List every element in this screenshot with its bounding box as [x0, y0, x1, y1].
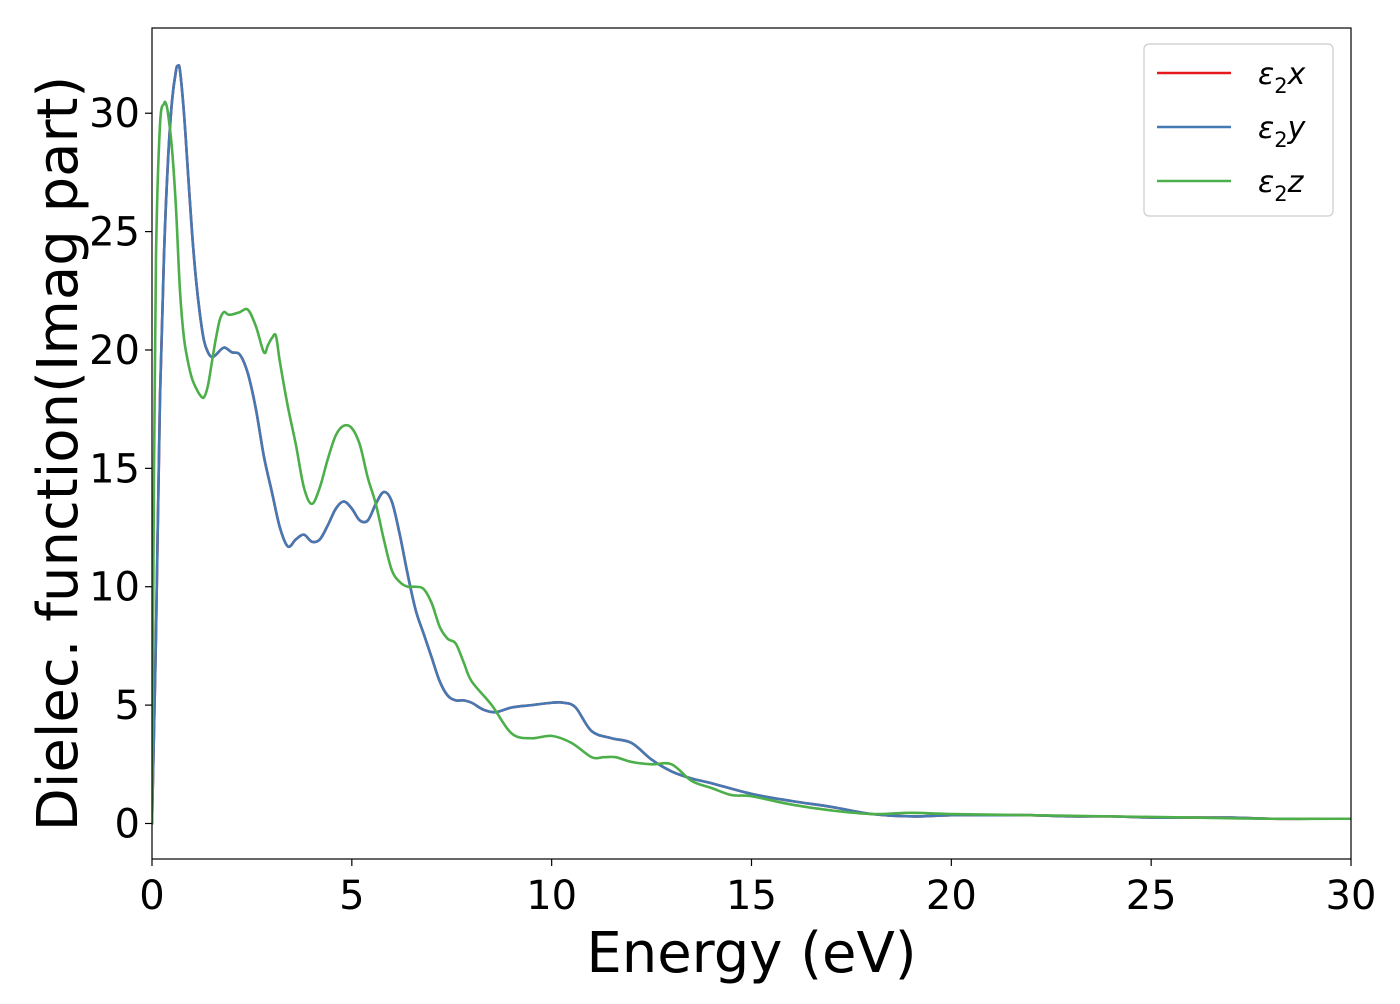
- legend: ε2x ε2y ε2z: [1143, 43, 1334, 217]
- y-axis-label: Dielec. function(Imag part): [26, 76, 91, 832]
- x-tick-label: 10: [526, 873, 577, 919]
- y-tick-label: 10: [89, 565, 140, 611]
- series-layer: [152, 63, 1351, 825]
- legend-label-y: ε2y: [1258, 111, 1307, 152]
- y-tick-label: 15: [89, 446, 140, 492]
- legend-label-z: ε2z: [1258, 165, 1305, 206]
- legend-box: [1143, 43, 1334, 217]
- x-tick-label: 20: [926, 873, 977, 919]
- x-tick-label: 30: [1326, 873, 1377, 919]
- y-tick-label: 20: [89, 328, 140, 374]
- ticks-layer: 0 5 10 15 20 25 30 0 5 10 15 20 25 30: [89, 91, 1376, 919]
- series-line-y: [152, 63, 1351, 825]
- x-tick-label: 25: [1126, 873, 1177, 919]
- legend-label-x: ε2x: [1258, 57, 1306, 98]
- x-tick-label: 0: [139, 873, 164, 919]
- y-tick-label: 30: [89, 91, 140, 137]
- series-line-z: [152, 100, 1351, 825]
- x-axis-label: Energy (eV): [586, 921, 916, 986]
- y-tick-label: 25: [89, 210, 140, 256]
- x-tick-label: 15: [726, 873, 777, 919]
- y-tick-label: 0: [115, 801, 140, 847]
- x-tick-label: 5: [339, 873, 364, 919]
- y-tick-label: 5: [115, 683, 140, 729]
